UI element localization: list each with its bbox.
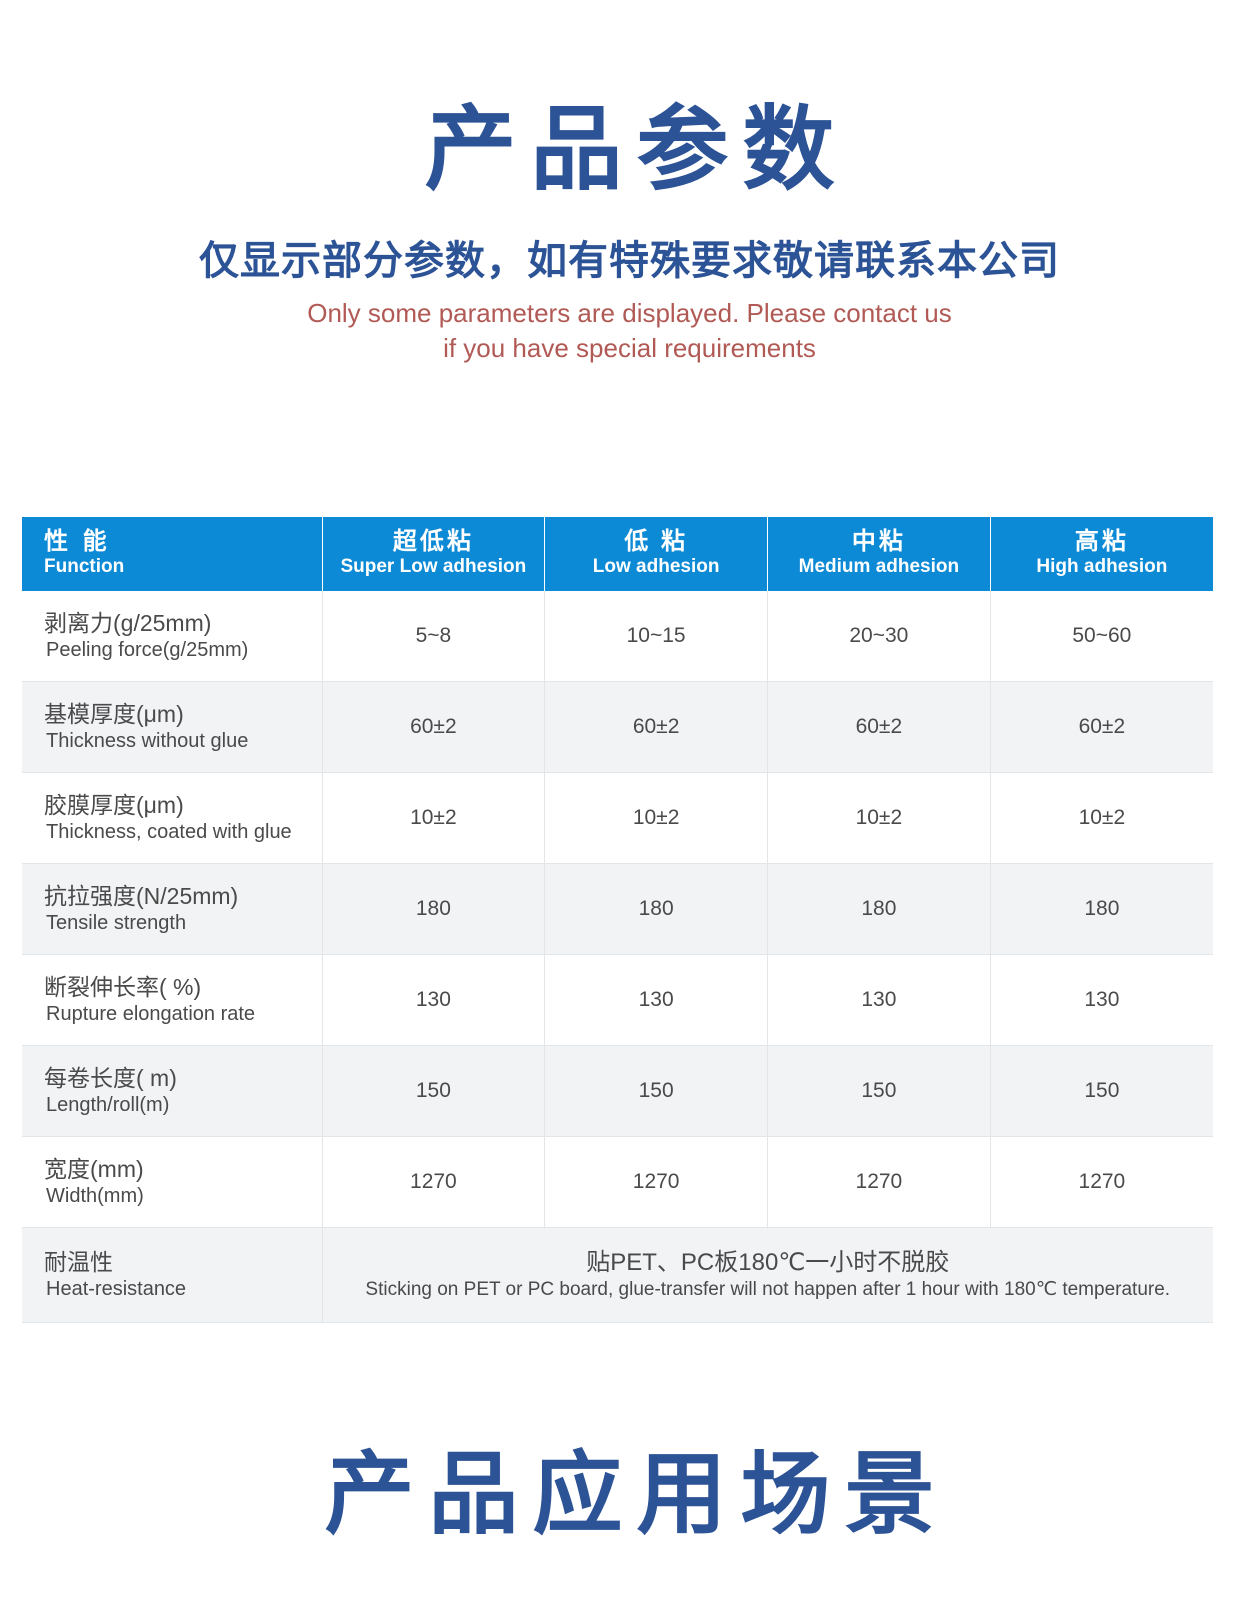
cell-value: 180: [322, 863, 546, 955]
cell-value: 130: [990, 954, 1213, 1046]
cell-value: 1270: [322, 1136, 546, 1228]
row-label-cn: 剥离力(g/25mm): [44, 610, 212, 637]
cell-value: 180: [990, 863, 1213, 955]
column-header-high-adhesion-en: High adhesion: [1036, 555, 1168, 577]
page-header: 产品参数 仅显示部分参数，如有特殊要求敬请联系本公司 Only some par…: [0, 0, 1259, 366]
heat-resistance-en: Sticking on PET or PC board, glue-transf…: [365, 1279, 1171, 1301]
column-header-super-low-adhesion: 超低粘 Super Low adhesion: [322, 517, 546, 591]
row-label-cn: 基模厚度(μm): [44, 701, 184, 728]
table-header: 性 能 Function 超低粘 Super Low adhesion 低 粘 …: [22, 517, 1213, 591]
subtitle-english-line-1: Only some parameters are displayed. Plea…: [307, 298, 952, 328]
row-label-en: Thickness without glue: [46, 729, 249, 752]
cell-value: 10±2: [767, 772, 991, 864]
row-label-thickness-without-glue: 基模厚度(μm) Thickness without glue: [22, 681, 323, 773]
cell-value: 10±2: [322, 772, 546, 864]
cell-value-heat-resistance-merged: 贴PET、PC板180℃一小时不脱胶 Sticking on PET or PC…: [322, 1227, 1213, 1323]
cell-value: 20~30: [767, 591, 991, 682]
cell-value: 60±2: [322, 681, 546, 773]
cell-value: 10±2: [990, 772, 1213, 864]
table-row: 胶膜厚度(μm) Thickness, coated with glue 10±…: [22, 772, 1213, 864]
row-label-cn: 胶膜厚度(μm): [44, 792, 184, 819]
row-label-cn: 耐温性: [44, 1249, 113, 1276]
heat-resistance-cn: 贴PET、PC板180℃一小时不脱胶: [586, 1249, 950, 1277]
row-label-cn: 每卷长度( m): [44, 1065, 177, 1092]
row-label-en: Length/roll(m): [46, 1093, 170, 1116]
cell-value: 5~8: [322, 591, 546, 682]
product-parameters-table: 性 能 Function 超低粘 Super Low adhesion 低 粘 …: [22, 517, 1213, 1323]
cell-value: 130: [767, 954, 991, 1046]
cell-value: 1270: [544, 1136, 768, 1228]
cell-value: 10~15: [544, 591, 768, 682]
row-label-en: Peeling force(g/25mm): [46, 638, 249, 661]
cell-value: 130: [544, 954, 768, 1046]
cell-value: 150: [767, 1045, 991, 1137]
row-label-en: Thickness, coated with glue: [46, 820, 292, 843]
cell-value: 10±2: [544, 772, 768, 864]
cell-value: 50~60: [990, 591, 1213, 682]
cell-value: 180: [544, 863, 768, 955]
column-header-low-adhesion: 低 粘 Low adhesion: [544, 517, 768, 591]
cell-value: 130: [322, 954, 546, 1046]
row-label-cn: 宽度(mm): [44, 1156, 144, 1183]
column-header-low-adhesion-en: Low adhesion: [592, 555, 720, 577]
column-header-medium-adhesion-en: Medium adhesion: [798, 555, 960, 577]
cell-value: 60±2: [990, 681, 1213, 773]
column-header-medium-adhesion: 中粘 Medium adhesion: [767, 517, 991, 591]
column-header-super-low-adhesion-cn: 超低粘: [392, 527, 474, 555]
page-title: 产品参数: [424, 99, 849, 201]
table-row: 剥离力(g/25mm) Peeling force(g/25mm) 5~8 10…: [22, 591, 1213, 682]
spec-table-container: 性 能 Function 超低粘 Super Low adhesion 低 粘 …: [22, 517, 1213, 1323]
row-label-en: Heat-resistance: [46, 1277, 187, 1300]
column-header-function-en: Function: [44, 555, 125, 577]
cell-value: 150: [544, 1045, 768, 1137]
table-row: 宽度(mm) Width(mm) 1270 1270 1270 1270: [22, 1136, 1213, 1228]
row-label-thickness-coated-with-glue: 胶膜厚度(μm) Thickness, coated with glue: [22, 772, 323, 864]
row-label-cn: 抗拉强度(N/25mm): [44, 883, 239, 910]
subtitle-english: Only some parameters are displayed. Plea…: [250, 296, 1010, 366]
row-label-tensile-strength: 抗拉强度(N/25mm) Tensile strength: [22, 863, 323, 955]
cell-value: 150: [322, 1045, 546, 1137]
table-row: 基模厚度(μm) Thickness without glue 60±2 60±…: [22, 681, 1213, 773]
cell-value: 1270: [990, 1136, 1213, 1228]
column-header-high-adhesion: 高粘 High adhesion: [990, 517, 1213, 591]
cell-value: 60±2: [767, 681, 991, 773]
column-header-super-low-adhesion-en: Super Low adhesion: [340, 555, 527, 577]
row-label-heat-resistance: 耐温性 Heat-resistance: [22, 1227, 323, 1323]
row-label-en: Width(mm): [46, 1184, 144, 1207]
cell-value: 150: [990, 1045, 1213, 1137]
row-label-en: Rupture elongation rate: [46, 1002, 256, 1025]
table-row-heat-resistance: 耐温性 Heat-resistance 贴PET、PC板180℃一小时不脱胶 S…: [22, 1227, 1213, 1323]
table-header-row: 性 能 Function 超低粘 Super Low adhesion 低 粘 …: [22, 517, 1213, 591]
row-label-cn: 断裂伸长率( %): [44, 974, 202, 1001]
table-row: 每卷长度( m) Length/roll(m) 150 150 150 150: [22, 1045, 1213, 1137]
row-label-en: Tensile strength: [46, 911, 187, 934]
column-header-function-cn: 性 能: [44, 527, 111, 555]
row-label-peeling-force: 剥离力(g/25mm) Peeling force(g/25mm): [22, 591, 323, 682]
cell-value: 60±2: [544, 681, 768, 773]
row-label-rupture-elongation-rate: 断裂伸长率( %) Rupture elongation rate: [22, 954, 323, 1046]
row-label-width: 宽度(mm) Width(mm): [22, 1136, 323, 1228]
column-header-low-adhesion-cn: 低 粘: [624, 527, 688, 555]
section-title-application-scenarios: 产品应用场景: [324, 1445, 949, 1545]
table-body: 剥离力(g/25mm) Peeling force(g/25mm) 5~8 10…: [22, 591, 1213, 1323]
table-row: 断裂伸长率( %) Rupture elongation rate 130 13…: [22, 954, 1213, 1046]
row-label-length-per-roll: 每卷长度( m) Length/roll(m): [22, 1045, 323, 1137]
cell-value: 1270: [767, 1136, 991, 1228]
subtitle-english-line-2: if you have special requirements: [443, 333, 816, 364]
column-header-high-adhesion-cn: 高粘: [1074, 527, 1129, 555]
column-header-function: 性 能 Function: [22, 517, 323, 591]
column-header-medium-adhesion-cn: 中粘: [851, 527, 906, 555]
subtitle-chinese: 仅显示部分参数，如有特殊要求敬请联系本公司: [199, 239, 1060, 283]
table-row: 抗拉强度(N/25mm) Tensile strength 180 180 18…: [22, 863, 1213, 955]
cell-value: 180: [767, 863, 991, 955]
